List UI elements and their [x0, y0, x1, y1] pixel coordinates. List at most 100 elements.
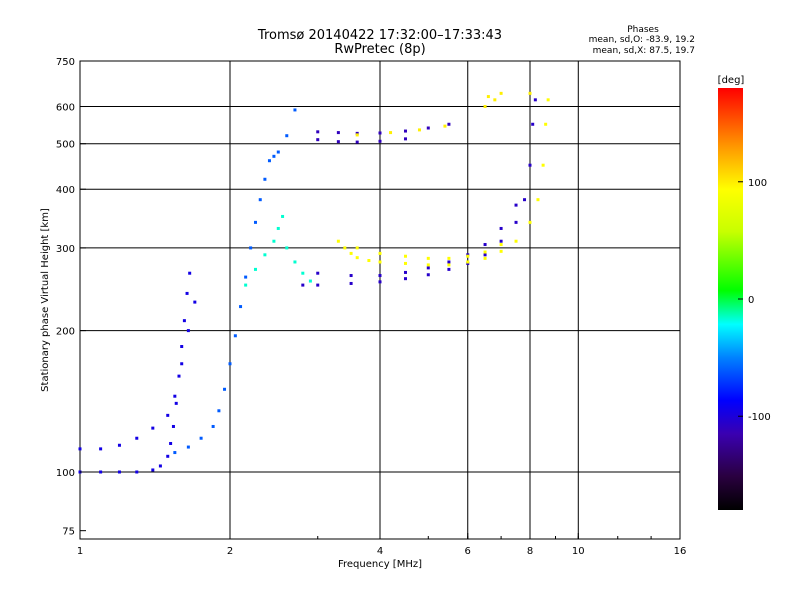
data-point — [447, 263, 451, 267]
data-point — [533, 98, 537, 102]
data-point — [188, 271, 192, 275]
data-point — [316, 130, 320, 134]
data-point — [186, 329, 190, 333]
data-point — [403, 129, 407, 133]
data-point — [541, 163, 545, 167]
x-tick-label: 16 — [674, 546, 687, 557]
data-point — [349, 274, 353, 278]
data-point — [466, 254, 470, 258]
data-point — [281, 214, 285, 218]
data-point — [169, 441, 173, 445]
data-point — [499, 91, 503, 95]
data-point — [349, 251, 353, 255]
colorbar-ticks: 100 0 -100 — [738, 178, 771, 423]
data-point — [263, 177, 267, 181]
colorbar: [deg] 100 0 -100 — [718, 75, 771, 510]
y-axis-label: Stationary phase Virtual Height [km] — [40, 208, 51, 392]
data-points — [78, 91, 550, 474]
data-point — [528, 220, 532, 224]
x-tick-label: 8 — [527, 546, 533, 557]
data-point — [499, 249, 503, 253]
data-point — [483, 256, 487, 260]
data-point — [258, 198, 262, 202]
data-point — [378, 139, 382, 143]
data-point — [173, 451, 177, 455]
data-point — [180, 362, 184, 366]
x-tick-label: 6 — [465, 546, 471, 557]
data-point — [447, 267, 451, 271]
data-point — [447, 256, 451, 260]
data-point — [99, 447, 103, 451]
data-point — [389, 131, 393, 135]
data-point — [378, 260, 382, 264]
data-point — [378, 251, 382, 255]
data-point — [223, 387, 227, 391]
data-point — [276, 226, 280, 230]
x-axis-ticks: 1 2 4 6 8 10 16 — [77, 533, 687, 557]
data-point — [267, 159, 271, 163]
phases-line-x: mean, sd,X: 87.5, 19.7 — [593, 46, 695, 56]
data-point — [426, 266, 430, 270]
y-tick-label: 200 — [56, 327, 75, 338]
data-point — [417, 128, 421, 132]
data-point — [272, 239, 276, 243]
data-point — [483, 243, 487, 247]
x-tick-label: 2 — [227, 546, 233, 557]
data-point — [293, 108, 297, 112]
data-point — [135, 436, 139, 440]
data-point — [493, 98, 497, 102]
data-point — [483, 105, 487, 109]
data-point — [180, 345, 184, 349]
data-point — [135, 470, 139, 474]
data-point — [483, 253, 487, 257]
y-tick-label: 600 — [56, 103, 75, 114]
data-point — [182, 319, 186, 323]
data-point — [546, 98, 550, 102]
data-point — [301, 271, 305, 275]
colorbar-tick-label: 100 — [748, 178, 767, 189]
data-point — [336, 239, 340, 243]
data-point — [316, 271, 320, 275]
data-point — [528, 91, 532, 95]
data-point — [117, 470, 121, 474]
data-point — [355, 246, 359, 250]
data-point — [367, 259, 371, 263]
x-axis-label: Frequency [MHz] — [338, 559, 422, 570]
data-point — [233, 334, 237, 338]
data-point — [426, 273, 430, 277]
data-point — [185, 291, 189, 295]
y-tick-label: 400 — [56, 185, 75, 196]
colorbar-tick-label: -100 — [748, 412, 771, 423]
data-point — [301, 283, 305, 287]
data-point — [316, 283, 320, 287]
data-point — [499, 226, 503, 230]
data-point — [499, 243, 503, 247]
data-point — [117, 443, 121, 447]
data-point — [514, 239, 518, 243]
x-tick-label: 10 — [572, 546, 585, 557]
data-point — [166, 413, 170, 417]
data-point — [173, 394, 177, 398]
y-tick-label: 75 — [62, 527, 75, 538]
data-point — [378, 280, 382, 284]
data-point — [483, 250, 487, 254]
data-point — [514, 220, 518, 224]
data-point — [349, 281, 353, 285]
data-point — [228, 362, 232, 366]
data-point — [177, 374, 181, 378]
data-point — [528, 163, 532, 167]
data-point — [217, 409, 221, 413]
data-point — [285, 134, 289, 138]
colorbar-label: [deg] — [718, 75, 745, 86]
y-axis-ticks: 75 100 200 300 400 500 600 750 — [56, 57, 86, 538]
data-point — [536, 198, 540, 202]
data-point — [199, 436, 203, 440]
data-point — [403, 277, 407, 281]
y-tick-label: 500 — [56, 140, 75, 151]
data-point — [276, 150, 280, 154]
data-point — [272, 154, 276, 158]
phases-legend: Phases mean, sd,O: -83.9, 19.2 mean, sd,… — [589, 25, 695, 56]
phases-title: Phases — [627, 25, 659, 35]
data-point — [378, 274, 382, 278]
data-point — [308, 279, 312, 283]
